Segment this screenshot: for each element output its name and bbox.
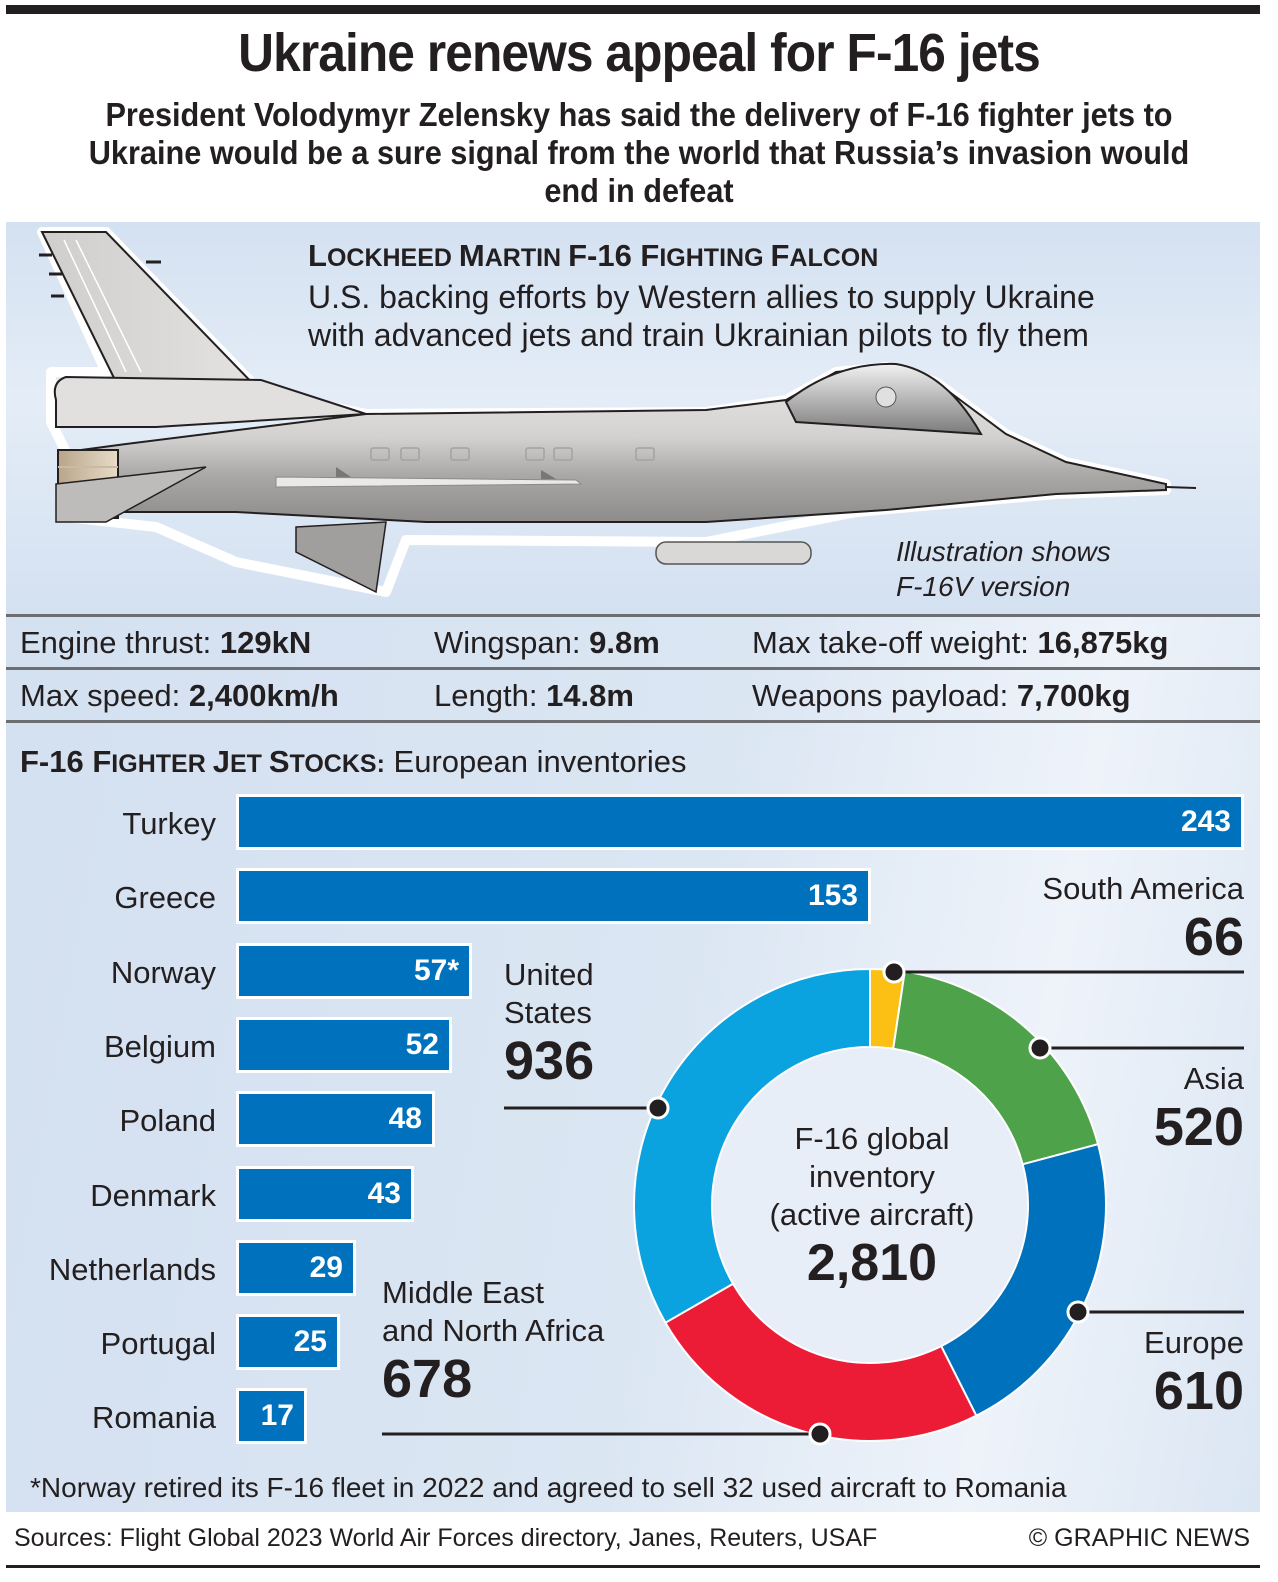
region-label-asia: Asia 520 bbox=[1153, 1061, 1244, 1157]
spec-weapons-payload: Weapons payload: 7,700kg bbox=[752, 678, 1131, 713]
bar-label: Turkey bbox=[122, 806, 216, 841]
jet-model-heading: LOCKHEED MARTIN F-16 FIGHTING FALCON bbox=[308, 238, 879, 273]
region-label-mena: Middle East and North Africa 678 bbox=[382, 1275, 605, 1409]
bar: 29 bbox=[236, 1239, 356, 1296]
bar-row-greece: Greece 153 bbox=[6, 868, 1260, 925]
bar-row-portugal: Portugal 25 bbox=[6, 1314, 1260, 1371]
bar: 17 bbox=[236, 1388, 307, 1445]
bar: 57* bbox=[236, 942, 472, 999]
specs-divider-top bbox=[6, 614, 1260, 617]
bar-row-poland: Poland 48 bbox=[6, 1091, 1260, 1148]
specs-divider-bottom bbox=[6, 720, 1260, 723]
bar: 25 bbox=[236, 1314, 340, 1371]
specs-row-1: Engine thrust: 129kN Wingspan: 9.8m Max … bbox=[6, 617, 1260, 667]
bar-label: Norway bbox=[110, 954, 216, 990]
spec-max-takeoff-weight: Max take-off weight: 16,875kg bbox=[752, 625, 1169, 660]
bar: 153 bbox=[236, 868, 871, 925]
global-total: 2,810 bbox=[806, 1234, 938, 1292]
stocks-heading: F-16 FIGHTER JET STOCKS: European invent… bbox=[20, 744, 687, 779]
f16-jet-illustration bbox=[37, 227, 1197, 597]
donut-center-label: F-16 global inventory (active aircraft) … bbox=[762, 1120, 982, 1292]
bar: 43 bbox=[236, 1165, 414, 1222]
top-rule bbox=[6, 5, 1260, 14]
norway-footnote: *Norway retired its F-16 fleet in 2022 a… bbox=[30, 1472, 1067, 1503]
bar-row-turkey: Turkey 243 bbox=[6, 794, 1260, 850]
bar-label: Poland bbox=[119, 1103, 216, 1139]
bar: 243 bbox=[236, 794, 1244, 850]
specs-row-2: Max speed: 2,400km/h Length: 14.8m Weapo… bbox=[6, 670, 1260, 720]
spec-max-speed: Max speed: 2,400km/h bbox=[20, 678, 339, 713]
bar-label: Romania bbox=[91, 1400, 216, 1436]
bar-row-romania: Romania 17 bbox=[6, 1388, 1260, 1445]
infographic-panel: LOCKHEED MARTIN F-16 FIGHTING FALCON U.S… bbox=[6, 222, 1260, 1512]
bar-row-belgium: Belgium 52 bbox=[6, 1016, 1260, 1073]
region-label-united-states: United States 936 bbox=[504, 957, 595, 1091]
region-label-europe: Europe 610 bbox=[1144, 1325, 1244, 1421]
bar: 48 bbox=[236, 1091, 435, 1148]
region-label-south-america: South America 66 bbox=[1042, 871, 1244, 967]
bar-label: Netherlands bbox=[48, 1251, 216, 1287]
page-title: Ukraine renews appeal for F-16 jets bbox=[238, 23, 1041, 83]
specs-divider-mid bbox=[6, 667, 1260, 670]
copyright: © GRAPHIC NEWS bbox=[1028, 1524, 1250, 1552]
bar-label: Denmark bbox=[90, 1177, 216, 1213]
jet-description: U.S. backing efforts by Western allies t… bbox=[308, 279, 1095, 353]
spec-wingspan: Wingspan: 9.8m bbox=[434, 625, 660, 660]
sources-credit: Sources: Flight Global 2023 World Air Fo… bbox=[14, 1524, 878, 1552]
bar-label: Portugal bbox=[100, 1326, 216, 1362]
bar-label: Belgium bbox=[104, 1028, 216, 1064]
jet-illustration-area: LOCKHEED MARTIN F-16 FIGHTING FALCON U.S… bbox=[6, 222, 1260, 614]
spec-engine-thrust: Engine thrust: 129kN bbox=[20, 625, 312, 660]
bar-label: Greece bbox=[114, 880, 216, 916]
bar: 52 bbox=[236, 1016, 452, 1073]
illustration-note: Illustration shows F-16V version bbox=[896, 536, 1111, 602]
bottom-rule bbox=[6, 1565, 1260, 1568]
page-subtitle: President Volodymyr Zelensky has said th… bbox=[88, 96, 1190, 209]
bar-row-norway: Norway 57* bbox=[6, 942, 1260, 999]
spec-length: Length: 14.8m bbox=[434, 678, 634, 713]
bar-row-netherlands: Netherlands 29 bbox=[6, 1239, 1260, 1296]
bar-row-denmark: Denmark 43 bbox=[6, 1165, 1260, 1222]
